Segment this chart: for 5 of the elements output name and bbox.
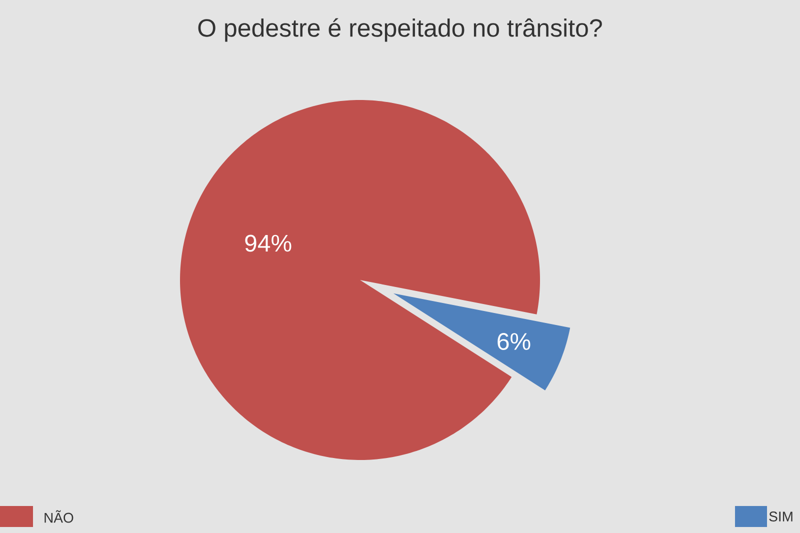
legend-label: SIM — [769, 512, 792, 522]
chart-title: O pedestre é respeitado no trânsito? — [198, 18, 602, 42]
data-label: 6% — [498, 333, 530, 350]
data-label: 94% — [245, 234, 292, 252]
legend-label: NÃO — [44, 510, 74, 523]
